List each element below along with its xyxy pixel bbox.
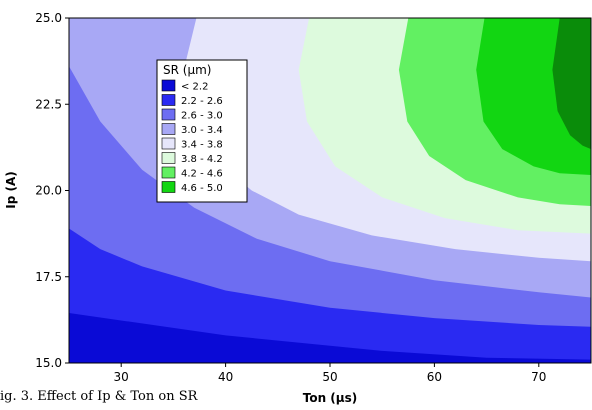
y-tick-label: 20.0 [35,184,62,198]
y-tick-label: 25.0 [35,11,62,25]
x-tick-label: 60 [427,370,442,384]
legend: SR (µm) < 2.2 2.2 - 2.6 2.6 - 3.0 3.0 - 3.4… [156,59,248,203]
legend-swatch [161,94,176,106]
legend-swatch [161,152,176,164]
legend-label: < 2.2 [181,82,208,93]
legend-label: 2.2 - 2.6 [181,96,223,107]
x-axis-label: Ton (µs) [303,391,358,405]
x-axis: 30 40 50 60 70 [114,363,546,384]
x-tick-label: 30 [114,370,129,384]
contour-band-8 [552,18,591,150]
x-tick-label: 70 [531,370,546,384]
y-axis: 15.0 17.5 20.0 22.5 25.0 [35,11,69,370]
legend-label: 3.0 - 3.4 [181,125,223,136]
legend-swatch [161,108,176,121]
legend-swatch [161,79,176,92]
figure-caption: ig. 3. Effect of Ip & Ton on SR [0,389,199,404]
legend-swatch [161,166,176,179]
legend-title: SR (µm) [163,63,211,77]
contour-bands [69,18,591,363]
legend-label: 2.6 - 3.0 [181,111,223,122]
y-axis-label: Ip (A) [4,171,18,209]
y-tick-label: 22.5 [35,97,62,111]
x-tick-label: 40 [218,370,233,384]
legend-swatch [161,123,176,135]
legend-label: 3.4 - 3.8 [181,140,223,151]
legend-swatch [161,181,176,193]
legend-label: 4.6 - 5.0 [181,183,223,194]
legend-label: 4.2 - 4.6 [181,169,223,180]
legend-label: 3.8 - 4.2 [181,154,223,165]
y-tick-label: 15.0 [35,356,62,370]
y-tick-label: 17.5 [35,270,62,284]
x-tick-label: 50 [322,370,337,384]
legend-swatch [161,137,176,150]
